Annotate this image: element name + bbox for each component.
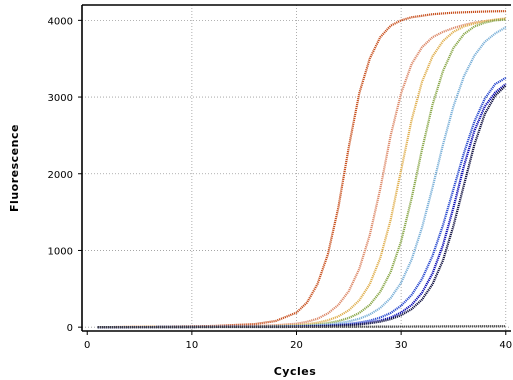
y-tick-label-1: 1000 xyxy=(48,246,73,257)
grid xyxy=(82,5,511,331)
x-tick-label-2: 20 xyxy=(290,340,303,351)
series-line-3 xyxy=(97,17,506,329)
series-line-8 xyxy=(97,84,507,329)
series-line-4 xyxy=(97,18,506,329)
ticks: 0 10 20 30 40 0 1000 2000 3000 4000 xyxy=(48,16,513,351)
x-tick-label-1: 10 xyxy=(185,340,198,351)
series-line-1 xyxy=(97,10,506,329)
x-tick-label-3: 30 xyxy=(395,340,408,351)
x-tick-label-0: 0 xyxy=(84,340,90,351)
y-tick-label-3: 3000 xyxy=(48,93,73,104)
x-tick-label-4: 40 xyxy=(499,340,512,351)
series-line-7 xyxy=(97,83,507,329)
series-line-9 xyxy=(97,325,506,329)
y-tick-label-0: 0 xyxy=(67,323,73,334)
series-group xyxy=(97,10,507,329)
series-line-6 xyxy=(97,76,507,329)
x-axis-label: Cycles xyxy=(274,365,317,378)
y-axis-label: Fluorescence xyxy=(8,124,21,212)
y-tick-label-2: 2000 xyxy=(48,170,73,181)
series-line-5 xyxy=(97,26,507,329)
y-tick-label-4: 4000 xyxy=(48,16,73,27)
series-line-2 xyxy=(97,17,506,329)
